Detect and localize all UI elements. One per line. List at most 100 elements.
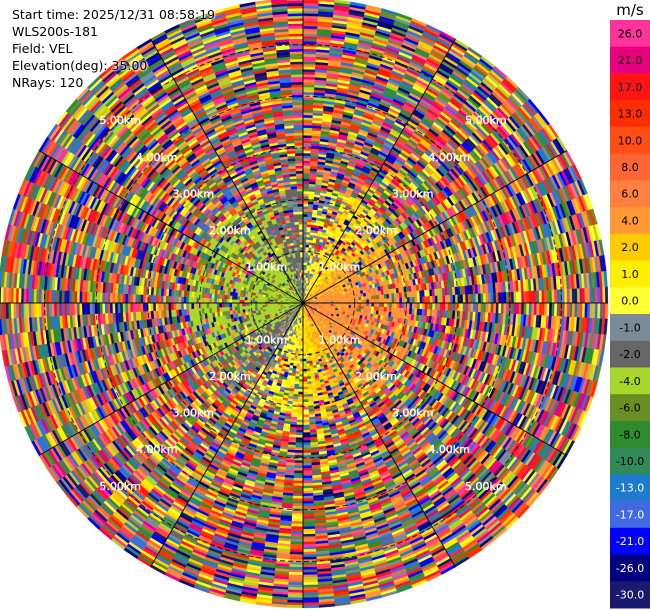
velocity-gate bbox=[373, 302, 377, 308]
velocity-gate bbox=[302, 165, 311, 169]
velocity-gate bbox=[371, 306, 375, 311]
velocity-gate bbox=[378, 294, 382, 300]
velocity-gate bbox=[424, 296, 428, 304]
velocity-gate bbox=[343, 296, 347, 299]
velocity-gate bbox=[419, 296, 423, 304]
velocity-gate bbox=[302, 224, 308, 228]
velocity-gate bbox=[306, 231, 311, 235]
velocity-gate bbox=[432, 302, 436, 311]
velocity-gate bbox=[376, 306, 380, 312]
velocity-gate bbox=[518, 291, 522, 304]
velocity-gate bbox=[366, 299, 370, 304]
velocity-gate bbox=[444, 302, 449, 311]
velocity-gate bbox=[531, 302, 535, 316]
velocity-gate bbox=[378, 298, 382, 304]
velocity-gate bbox=[447, 295, 451, 304]
velocity-gate bbox=[485, 293, 489, 304]
velocity-gate bbox=[305, 252, 309, 256]
velocity-gate bbox=[427, 302, 431, 310]
velocity-gate bbox=[429, 302, 433, 310]
velocity-gate bbox=[521, 291, 525, 304]
velocity-gate bbox=[302, 127, 313, 131]
velocity-gate bbox=[302, 234, 307, 238]
velocity-gate bbox=[302, 231, 307, 235]
velocity-gate bbox=[302, 107, 314, 111]
velocity-gate bbox=[424, 302, 428, 310]
velocity-gate bbox=[302, 170, 311, 174]
velocity-gate bbox=[305, 247, 309, 251]
velocity-gate bbox=[437, 302, 441, 311]
velocity-gate bbox=[302, 91, 315, 96]
velocity-gate bbox=[521, 302, 525, 315]
velocity-gate bbox=[604, 302, 609, 320]
velocity-gate bbox=[306, 221, 312, 225]
velocity-gate bbox=[510, 291, 515, 304]
velocity-gate bbox=[394, 302, 398, 309]
velocity-gate bbox=[302, 152, 311, 156]
velocity-gate bbox=[483, 293, 487, 304]
velocity-gate bbox=[505, 292, 510, 304]
velocity-gate bbox=[302, 66, 316, 70]
velocity-gate bbox=[462, 294, 466, 304]
velocity-gate bbox=[302, 193, 309, 197]
velocity-gate bbox=[302, 160, 311, 164]
velocity-gate bbox=[533, 302, 537, 316]
velocity-gate bbox=[371, 295, 375, 300]
velocity-gate bbox=[360, 296, 365, 301]
velocity-gate bbox=[302, 206, 309, 210]
velocity-gate bbox=[304, 259, 308, 263]
velocity-gate bbox=[389, 302, 393, 308]
velocity-gate bbox=[302, 104, 314, 108]
velocity-gate bbox=[345, 298, 349, 301]
velocity-gate bbox=[373, 295, 377, 300]
velocity-gate bbox=[302, 201, 309, 205]
velocity-gate bbox=[302, 155, 311, 159]
velocity-gate bbox=[302, 38, 317, 42]
velocity-gate bbox=[414, 296, 418, 304]
velocity-gate bbox=[302, 226, 308, 230]
velocity-gate bbox=[386, 298, 390, 304]
velocity-gate bbox=[516, 302, 520, 315]
velocity-gate bbox=[442, 302, 446, 311]
velocity-gate bbox=[472, 302, 476, 313]
velocity-gate bbox=[551, 289, 555, 304]
velocity-gate bbox=[366, 295, 370, 300]
velocity-gate bbox=[302, 218, 308, 222]
velocity-gate bbox=[493, 302, 497, 314]
velocity-gate bbox=[376, 302, 380, 308]
velocity-gate bbox=[302, 211, 308, 215]
velocity-gate bbox=[513, 302, 517, 315]
velocity-gate bbox=[302, 135, 312, 139]
velocity-gate bbox=[302, 96, 314, 101]
velocity-gate bbox=[302, 137, 312, 141]
velocity-gate bbox=[439, 295, 443, 304]
velocity-gate bbox=[516, 291, 520, 304]
velocity-gate bbox=[343, 298, 347, 302]
velocity-gate bbox=[493, 292, 497, 304]
velocity-gate bbox=[302, 178, 310, 182]
velocity-gate bbox=[302, 81, 315, 85]
velocity-gate bbox=[302, 51, 317, 55]
velocity-gate bbox=[306, 236, 311, 240]
velocity-gate bbox=[302, 208, 309, 212]
velocity-gate bbox=[302, 76, 315, 80]
velocity-gate bbox=[546, 289, 550, 304]
velocity-gate bbox=[302, 140, 312, 144]
velocity-gate bbox=[564, 289, 568, 304]
velocity-gate bbox=[302, 117, 313, 121]
velocity-gate bbox=[302, 203, 309, 207]
velocity-gate bbox=[384, 302, 388, 308]
velocity-gate bbox=[490, 302, 494, 314]
velocity-gate bbox=[488, 293, 492, 304]
velocity-gate bbox=[302, 185, 310, 189]
velocity-gate bbox=[318, 0, 336, 3]
velocity-gate bbox=[434, 295, 438, 304]
velocity-gate bbox=[348, 297, 352, 301]
velocity-gate bbox=[523, 302, 527, 315]
velocity-gate bbox=[538, 302, 543, 316]
velocity-gate bbox=[533, 290, 537, 304]
velocity-gate bbox=[302, 236, 307, 240]
velocity-gate bbox=[360, 305, 365, 310]
velocity-gate bbox=[376, 294, 380, 300]
